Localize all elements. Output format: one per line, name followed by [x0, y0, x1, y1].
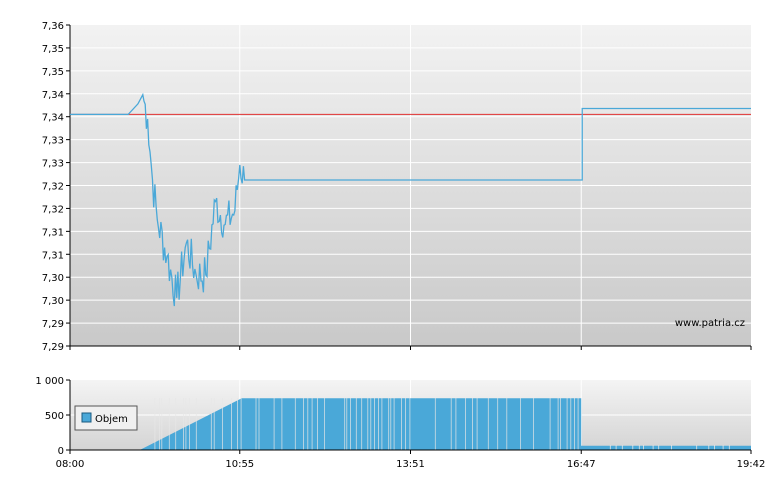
- volume-y-tick-label: 0: [58, 446, 64, 457]
- price-y-tick-label: 7,31: [42, 227, 64, 238]
- price-y-tick-label: 7,33: [42, 136, 64, 147]
- volume-x-tick-label: 19:42: [737, 459, 766, 470]
- volume-x-ticks: 08:00 10:55 13:51 16:47 19:42: [56, 450, 766, 470]
- price-y-tick-label: 7,32: [42, 204, 64, 215]
- volume-x-tick-label: 13:51: [396, 459, 425, 470]
- volume-x-tick-label: 10:55: [225, 459, 254, 470]
- volume-y-tick-label: 1 000: [35, 376, 64, 387]
- price-y-tick-label: 7,35: [42, 67, 64, 78]
- price-gridlines: [70, 25, 751, 346]
- volume-bar-gaps: [154, 398, 730, 450]
- volume-x-tick-label: 16:47: [567, 459, 596, 470]
- price-y-tick-label: 7,34: [42, 113, 64, 124]
- volume-x-tick-label: 08:00: [56, 459, 85, 470]
- volume-y-ticks: 1 000 500 0: [35, 376, 70, 457]
- volume-y-tick-label: 500: [45, 411, 64, 422]
- price-y-tick-label: 7,34: [42, 90, 64, 101]
- price-y-ticks: 7,36 7,35 7,35 7,34 7,34 7,33 7,33 7,32 7,32 7,31…: [42, 21, 70, 353]
- price-x-tick-marks: [69, 346, 752, 350]
- price-y-tick-label: 7,33: [42, 159, 64, 170]
- legend-swatch: [81, 412, 92, 423]
- price-y-tick-label: 7,32: [42, 182, 64, 193]
- legend-label: Objem: [95, 414, 128, 425]
- watermark-text: www.patria.cz: [675, 318, 745, 329]
- price-series-line: [70, 92, 751, 307]
- price-y-tick-label: 7,30: [42, 296, 64, 307]
- volume-bars: [70, 398, 751, 450]
- price-y-tick-label: 7,36: [42, 21, 64, 32]
- legend: Objem: [74, 405, 138, 431]
- price-y-tick-label: 7,35: [42, 44, 64, 55]
- price-y-tick-label: 7,30: [42, 273, 64, 284]
- price-y-tick-label: 7,31: [42, 250, 64, 261]
- legend-box: [74, 405, 138, 431]
- price-y-tick-label: 7,29: [42, 342, 64, 353]
- price-y-tick-label: 7,29: [42, 319, 64, 330]
